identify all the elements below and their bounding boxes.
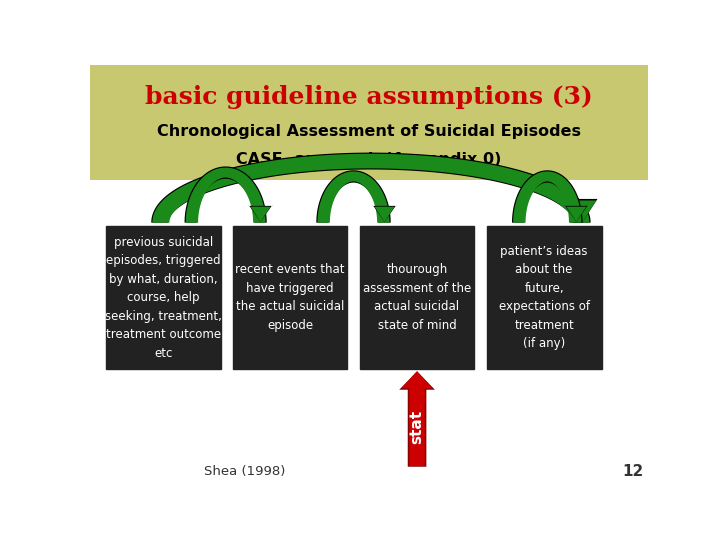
PathPatch shape bbox=[513, 172, 581, 222]
Text: patient’s ideas
about the
future,
expectations of
treatment
(if any): patient’s ideas about the future, expect… bbox=[499, 245, 590, 350]
Text: basic guideline assumptions (3): basic guideline assumptions (3) bbox=[145, 85, 593, 109]
Bar bbox=[90, 65, 648, 180]
PathPatch shape bbox=[151, 153, 590, 222]
PathPatch shape bbox=[184, 166, 266, 222]
FancyArrow shape bbox=[568, 200, 596, 222]
Text: Shea (1998): Shea (1998) bbox=[204, 465, 286, 478]
FancyArrow shape bbox=[250, 206, 271, 222]
FancyArrow shape bbox=[402, 372, 433, 466]
Text: 12: 12 bbox=[622, 464, 643, 479]
Text: recent events that
have triggered
the actual suicidal
episode: recent events that have triggered the ac… bbox=[235, 264, 345, 332]
Bar bbox=[107, 226, 221, 369]
PathPatch shape bbox=[186, 167, 266, 222]
PathPatch shape bbox=[316, 170, 391, 222]
Text: previous suicidal
episodes, triggered
by what, duration,
course, help
seeking, t: previous suicidal episodes, triggered by… bbox=[105, 236, 222, 360]
FancyArrow shape bbox=[566, 206, 587, 222]
PathPatch shape bbox=[318, 172, 390, 222]
FancyArrow shape bbox=[399, 372, 435, 467]
Text: thourough
assessment of the
actual suicidal
state of mind: thourough assessment of the actual suici… bbox=[363, 264, 471, 332]
Text: CASE- approach (Appendix 0): CASE- approach (Appendix 0) bbox=[236, 152, 502, 167]
FancyArrow shape bbox=[374, 206, 395, 222]
PathPatch shape bbox=[153, 154, 590, 222]
Text: stat: stat bbox=[410, 409, 425, 444]
FancyArrow shape bbox=[564, 205, 588, 222]
Bar bbox=[360, 226, 474, 369]
Text: Chronological Assessment of Suicidal Episodes: Chronological Assessment of Suicidal Epi… bbox=[157, 124, 581, 139]
FancyArrow shape bbox=[249, 205, 272, 222]
Bar bbox=[487, 226, 601, 369]
PathPatch shape bbox=[512, 170, 582, 222]
FancyArrow shape bbox=[567, 199, 598, 222]
Bar bbox=[233, 226, 347, 369]
FancyArrow shape bbox=[373, 205, 396, 222]
